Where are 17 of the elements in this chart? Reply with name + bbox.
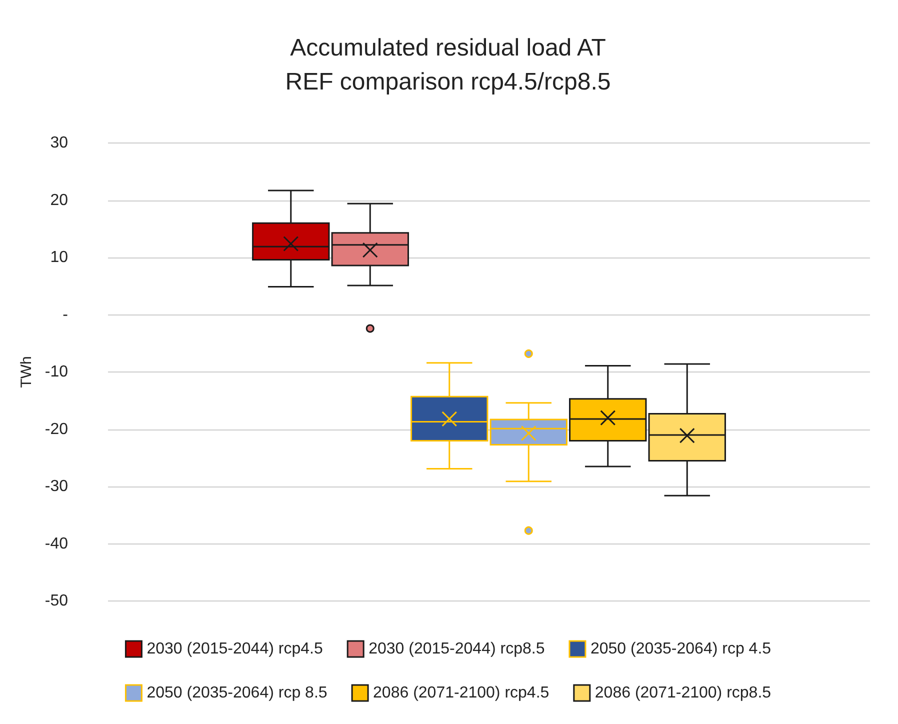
y-tick-label: 10 — [50, 249, 68, 266]
chart-title: Accumulated residual load AT REF comparison rcp4.5/rcp8.5 — [285, 34, 611, 96]
y-tick-label: -50 — [44, 592, 68, 610]
y-tick-label: -10 — [44, 364, 68, 380]
legend-label: 2030 (2015-2044) rcp8.5 — [368, 640, 545, 658]
y-tick-label: 30 — [50, 134, 68, 152]
legend-label: 2050 (2035-2064) rcp 4.5 — [590, 640, 772, 658]
legend-label: 2086 (2071-2100) rcp4.5 — [373, 684, 550, 702]
y-tick-label: -20 — [44, 420, 68, 438]
y-tick-label: -40 — [44, 535, 68, 552]
legend-label: 2050 (2035-2064) rcp 8.5 — [146, 684, 328, 702]
y-axis-title: TWh — [18, 356, 35, 388]
legend-label: 2030 (2015-2044) rcp4.5 — [146, 640, 323, 658]
y-tick-label: - — [62, 306, 68, 324]
legend-label: 2086 (2071-2100) rcp8.5 — [594, 684, 772, 702]
y-tick-label: 20 — [50, 192, 68, 209]
y-tick-label: -30 — [44, 478, 68, 495]
